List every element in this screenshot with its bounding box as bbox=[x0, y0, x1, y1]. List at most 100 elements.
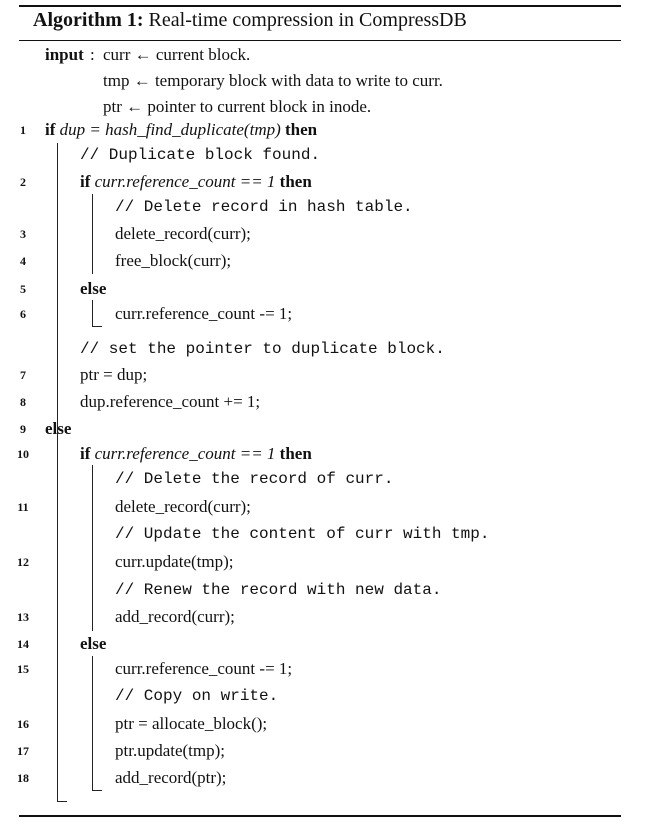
input-line: input : curr ← current block. bbox=[0, 42, 646, 68]
line-number: 5 bbox=[20, 282, 26, 296]
line-number: 14 bbox=[17, 637, 29, 651]
line-text-part: delete_record(curr); bbox=[115, 497, 251, 516]
line-text-part: // Update the content of curr with tmp. bbox=[115, 525, 490, 543]
algorithm-line: 15 curr.reference_count -= 1; bbox=[0, 656, 646, 682]
then-block-bar bbox=[92, 194, 93, 274]
line-text-part: // Delete record in hash table. bbox=[115, 198, 413, 216]
line-text: add_record(ptr); bbox=[115, 765, 226, 791]
algorithm-line: 16 ptr = allocate_block(); bbox=[0, 711, 646, 737]
line-text-part: dup = hash_find_duplicate(tmp) bbox=[55, 120, 286, 139]
line-text-part: free_block(curr); bbox=[115, 251, 232, 270]
algorithm-line: 14 else bbox=[0, 631, 646, 657]
else-block-end bbox=[92, 326, 102, 327]
top-rule bbox=[19, 5, 621, 7]
algorithm-line: // Delete the record of curr. bbox=[0, 465, 646, 491]
algorithm-line: // Copy on write. bbox=[0, 682, 646, 708]
algorithm-line: 1 if dup = hash_find_duplicate(tmp) then bbox=[0, 117, 646, 143]
line-number: 17 bbox=[17, 744, 29, 758]
line-number: 16 bbox=[17, 717, 29, 731]
else-block-bar bbox=[92, 300, 93, 326]
line-text-part: curr.update(tmp); bbox=[115, 552, 234, 571]
line-text-part: else bbox=[80, 634, 107, 653]
algorithm-line: 2 if curr.reference_count == 1 then bbox=[0, 169, 646, 195]
line-text: // Renew the record with new data. bbox=[115, 576, 441, 603]
if-block-end bbox=[57, 801, 67, 802]
algorithm-line: // Duplicate block found. bbox=[0, 141, 646, 167]
line-number: 6 bbox=[20, 307, 26, 321]
line-text: add_record(curr); bbox=[115, 604, 235, 630]
if-block-bar bbox=[57, 143, 58, 801]
input-label: input bbox=[45, 45, 84, 64]
else-block-end bbox=[92, 790, 102, 791]
algorithm-line: 3 delete_record(curr); bbox=[0, 221, 646, 247]
line-text-part: ptr = dup; bbox=[80, 365, 148, 384]
input-desc: tmp ← temporary block with data to write… bbox=[103, 71, 443, 90]
line-text: else bbox=[45, 416, 71, 442]
line-text: // Delete record in hash table. bbox=[115, 193, 413, 220]
algorithm-name: Real-time compression in CompressDB bbox=[148, 9, 467, 31]
line-text: delete_record(curr); bbox=[115, 494, 251, 520]
line-number: 4 bbox=[20, 254, 26, 268]
line-text-part: if bbox=[45, 120, 56, 139]
line-text: else bbox=[80, 276, 106, 302]
line-text: if dup = hash_find_duplicate(tmp) then bbox=[45, 117, 317, 143]
line-number: 3 bbox=[20, 227, 26, 241]
line-text-part: curr.reference_count == 1 bbox=[90, 444, 280, 463]
line-number: 9 bbox=[20, 422, 26, 436]
input-desc: curr ← current block. bbox=[103, 45, 251, 64]
line-number: 2 bbox=[20, 175, 26, 189]
line-text: curr.reference_count -= 1; bbox=[115, 656, 292, 682]
line-text-part: then bbox=[279, 444, 312, 463]
line-text: if curr.reference_count == 1 then bbox=[80, 441, 312, 467]
line-text: dup.reference_count += 1; bbox=[80, 389, 260, 415]
line-text-part: dup.reference_count += 1; bbox=[80, 392, 261, 411]
line-text: ptr.update(tmp); bbox=[115, 738, 225, 764]
line-text: curr.update(tmp); bbox=[115, 549, 234, 575]
line-text: // Delete the record of curr. bbox=[115, 465, 393, 492]
line-text-part: then bbox=[285, 120, 318, 139]
line-text: ptr = dup; bbox=[80, 362, 147, 388]
line-number: 18 bbox=[17, 771, 29, 785]
algorithm-line: 10 if curr.reference_count == 1 then bbox=[0, 441, 646, 467]
algorithm-line: 12 curr.update(tmp); bbox=[0, 549, 646, 575]
line-text: delete_record(curr); bbox=[115, 221, 251, 247]
line-text-part: curr.reference_count == 1 bbox=[90, 172, 280, 191]
line-text: ptr = allocate_block(); bbox=[115, 711, 267, 737]
line-text: curr.reference_count -= 1; bbox=[115, 301, 292, 327]
line-text: if curr.reference_count == 1 then bbox=[80, 169, 312, 195]
line-text: // Update the content of curr with tmp. bbox=[115, 520, 489, 547]
algorithm-line: // Delete record in hash table. bbox=[0, 193, 646, 219]
line-number: 13 bbox=[17, 610, 29, 624]
line-text-part: // Renew the record with new data. bbox=[115, 581, 442, 599]
line-text-part: curr.reference_count -= 1; bbox=[115, 659, 293, 678]
algorithm-line: // set the pointer to duplicate block. bbox=[0, 335, 646, 361]
input-desc: ptr ← pointer to current block in inode. bbox=[103, 97, 372, 116]
input-line: tmp ← temporary block with data to write… bbox=[0, 68, 646, 94]
then-block-bar bbox=[92, 465, 93, 631]
algorithm-line: 6 curr.reference_count -= 1; bbox=[0, 301, 646, 327]
else-block-bar bbox=[92, 656, 93, 790]
line-text-part: // Duplicate block found. bbox=[80, 146, 321, 164]
line-number: 12 bbox=[17, 555, 29, 569]
line-text-part: add_record(curr); bbox=[115, 607, 235, 626]
line-text-part: curr.reference_count -= 1; bbox=[115, 304, 293, 323]
algorithm-line: 9 else bbox=[0, 416, 646, 442]
line-number: 11 bbox=[17, 500, 29, 514]
algorithm-line: 11 delete_record(curr); bbox=[0, 494, 646, 520]
algorithm-line: // Renew the record with new data. bbox=[0, 576, 646, 602]
line-number: 8 bbox=[20, 395, 26, 409]
algorithm-line: 4 free_block(curr); bbox=[0, 248, 646, 274]
line-text: // Copy on write. bbox=[115, 682, 278, 709]
algorithm-line: 7 ptr = dup; bbox=[0, 362, 646, 388]
algorithm-line: // Update the content of curr with tmp. bbox=[0, 520, 646, 546]
line-text-part: else bbox=[80, 279, 107, 298]
line-text-part: // Copy on write. bbox=[115, 687, 279, 705]
line-text-part: if bbox=[80, 444, 91, 463]
line-text: // Duplicate block found. bbox=[80, 141, 320, 168]
line-text-part: ptr = allocate_block(); bbox=[115, 714, 268, 733]
algorithm-line: 5 else bbox=[0, 276, 646, 302]
line-text-part: else bbox=[45, 419, 72, 438]
algorithm-label: Algorithm 1: bbox=[33, 9, 144, 31]
line-text-part: add_record(ptr); bbox=[115, 768, 227, 787]
line-number: 10 bbox=[17, 447, 29, 461]
